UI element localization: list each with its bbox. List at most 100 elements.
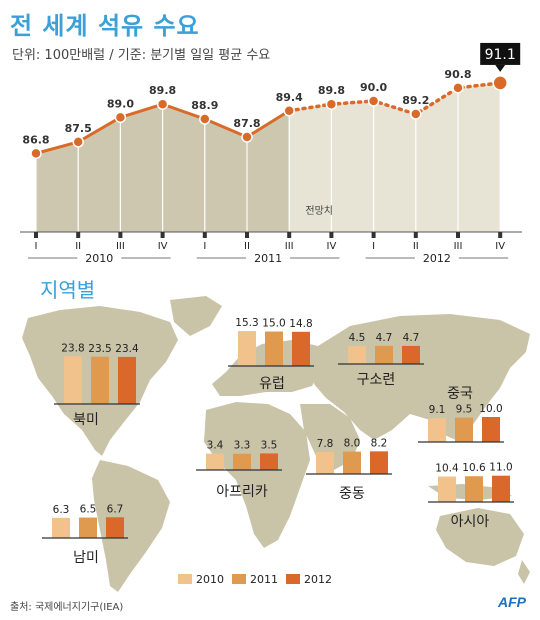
data-label: 89.8 [149, 84, 176, 97]
bar [465, 476, 483, 502]
data-label: 4.7 [376, 332, 393, 344]
data-label: 3.4 [207, 440, 224, 452]
bar [438, 476, 456, 502]
data-point [367, 95, 380, 107]
bar [455, 417, 473, 442]
data-label: 8.2 [371, 437, 388, 449]
bar [375, 345, 393, 364]
data-label: 87.8 [233, 117, 260, 130]
bar [265, 331, 283, 366]
tick-mark [202, 232, 207, 238]
region-label: 중국 [447, 386, 473, 402]
data-point [410, 108, 422, 120]
data-point [156, 98, 169, 110]
tick-label: III [285, 241, 294, 252]
chart-subtitle: 단위: 100만배럴 / 기준: 분기별 일일 평균 수요 [12, 48, 271, 63]
tick-label: I [203, 241, 206, 252]
year-label: 2012 [423, 252, 451, 265]
data-label: 87.5 [65, 122, 92, 135]
legend-swatch [286, 574, 300, 584]
bar [492, 475, 510, 502]
bar [370, 451, 388, 474]
region-group: 10.4 10.6 11.0 아시아 [428, 462, 514, 530]
data-label: 23.4 [115, 343, 139, 355]
legend-label: 2012 [304, 573, 332, 586]
year-label: 2011 [254, 252, 282, 265]
region-label: 아프리카 [216, 484, 268, 500]
region-label: 북미 [73, 412, 99, 428]
data-point [199, 113, 211, 125]
data-label: 8.0 [344, 438, 361, 450]
bar [260, 453, 278, 470]
tick-mark [456, 232, 460, 238]
tick-mark [329, 232, 334, 238]
map-south-america [92, 460, 170, 592]
data-label: 11.0 [489, 462, 512, 474]
data-point [72, 136, 84, 148]
tick-mark [160, 232, 165, 238]
data-label: 90.0 [360, 81, 387, 94]
data-label: 88.9 [191, 99, 218, 112]
data-label: 89.8 [318, 84, 345, 97]
bar [292, 331, 310, 366]
data-label: 89.0 [107, 97, 134, 110]
region-label: 남미 [73, 550, 99, 566]
region-label: 중동 [339, 486, 365, 502]
data-label: 3.3 [234, 440, 251, 452]
data-label: 10.6 [462, 462, 486, 474]
tick-mark [371, 232, 376, 238]
tick-mark [34, 232, 38, 238]
tick-label: III [454, 241, 463, 252]
quarterly-demand-chart: 86.8 87.5 89.0 89.8 88.9 87.8 89.4 89.8 90.0 89.2… [20, 42, 522, 265]
tick-label: IV [158, 241, 168, 252]
data-label: 15.3 [235, 317, 258, 329]
tick-label: IV [495, 241, 505, 252]
legend-swatch [232, 574, 246, 584]
data-label: 7.8 [317, 438, 334, 450]
bar [402, 345, 420, 364]
data-point [492, 75, 508, 91]
data-label: 4.7 [403, 332, 420, 344]
bar [348, 346, 366, 364]
legend-label: 2011 [250, 573, 278, 586]
region-group: 7.8 8.0 8.2 중동 [306, 437, 392, 502]
bar [428, 418, 446, 442]
region-group: 4.5 4.7 4.7 구소련 [338, 332, 424, 388]
tick-label: II [413, 241, 419, 252]
bar [343, 451, 361, 474]
data-label: 90.8 [444, 68, 471, 81]
series-line-forecast [287, 81, 502, 116]
data-label: 86.8 [22, 133, 49, 146]
data-label: 4.5 [349, 332, 366, 344]
data-label: 14.8 [289, 318, 312, 330]
tick-label: I [372, 241, 375, 252]
bar [52, 517, 70, 538]
bar [106, 517, 124, 538]
tick-mark [118, 232, 123, 238]
agency-logo: AFP [498, 594, 526, 610]
data-label: 9.5 [456, 404, 473, 416]
data-label: 89.4 [276, 91, 303, 104]
data-label: 10.0 [479, 403, 502, 415]
data-point [114, 111, 127, 124]
region-group: 15.3 15.0 14.8 유럽 [228, 317, 314, 392]
data-label: 10.4 [435, 462, 459, 474]
forecast-label: 전망치 [305, 205, 333, 217]
region-group: 6.3 6.5 6.7 남미 [42, 503, 128, 566]
bar [482, 417, 500, 442]
tick-mark [413, 232, 418, 238]
bar [206, 453, 224, 470]
bar [316, 451, 334, 474]
data-label: 23.5 [88, 343, 111, 355]
map-africa [204, 402, 310, 548]
highlight-box [480, 42, 521, 65]
regions-section-title: 지역별 [40, 278, 96, 302]
tick-label: I [35, 241, 38, 252]
region-label: 아시아 [451, 514, 490, 530]
bar [238, 331, 256, 366]
map-russia-asia [314, 314, 530, 440]
tick-mark [287, 232, 292, 238]
tick-mark [245, 232, 249, 238]
tick-label: II [75, 241, 81, 252]
